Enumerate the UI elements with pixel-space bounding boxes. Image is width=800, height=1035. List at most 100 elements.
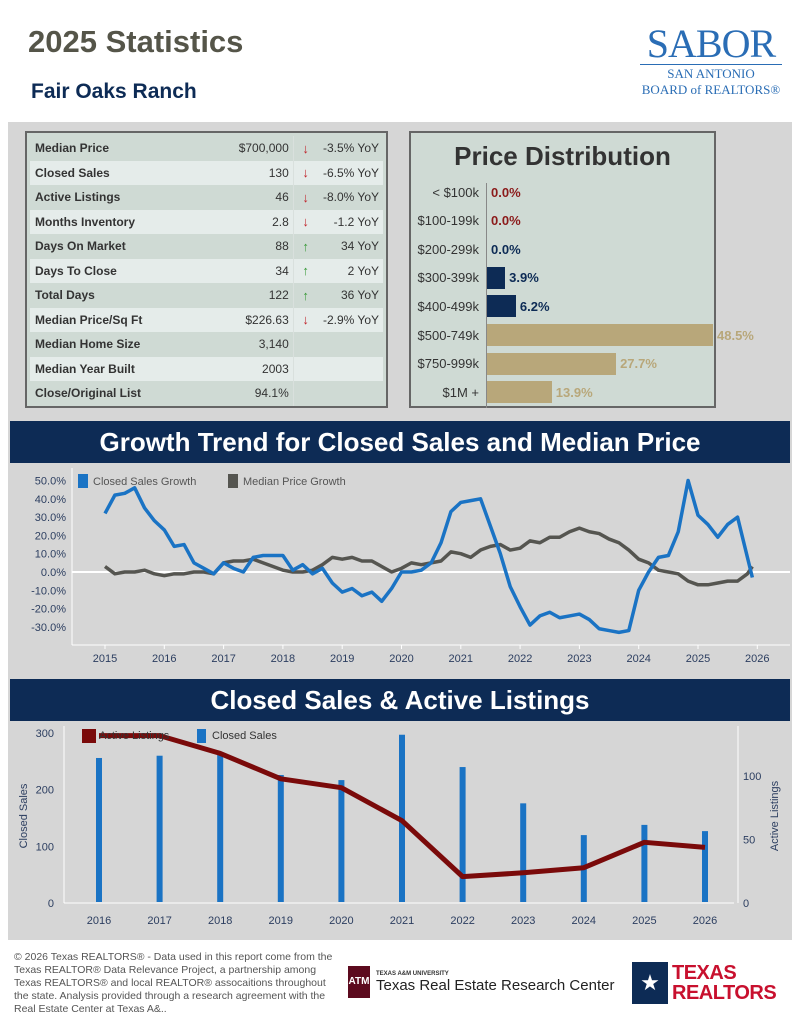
y-tick-label: -30.0% (31, 622, 66, 634)
x-tick-label: 2025 (686, 653, 710, 665)
distribution-label: $200-299k (417, 241, 479, 257)
legend-swatch (78, 474, 88, 488)
stat-value: 2.8 (199, 209, 294, 234)
tamu-main: Texas Real Estate Research Center (376, 976, 615, 994)
closed-sales-bar (96, 757, 102, 902)
stat-value: 3,140 (199, 332, 294, 357)
stat-label: Days To Close (35, 263, 117, 278)
closed-sales-bar (641, 824, 648, 902)
y-tick-label: 40.0% (35, 494, 66, 506)
y-tick-label: 0.0% (41, 567, 66, 579)
stat-label: Active Listings (35, 190, 121, 205)
arrow-down-icon: ↓ (302, 214, 309, 230)
stat-label: Months Inventory (35, 214, 136, 229)
logo-line2: BOARD of REALTORS® (641, 82, 781, 97)
star-icon: ★ (632, 962, 668, 1004)
arrow-down-icon: ↓ (302, 140, 309, 156)
y-axis-label: Closed Sales (18, 783, 30, 848)
distribution-value: 3.9% (509, 270, 539, 286)
y2-tick-label: 100 (743, 771, 761, 783)
distribution-bar (487, 266, 506, 289)
x-tick-label: 2020 (329, 915, 353, 927)
closed-sales-bar (156, 755, 163, 902)
x-tick-label: 2022 (450, 915, 474, 927)
stat-value: 88 (199, 234, 294, 259)
stat-row: Months Inventory 2.8 ↓ -1.2 YoY (30, 209, 383, 234)
x-tick-label: 2016 (152, 653, 176, 665)
distribution-bar (487, 324, 713, 346)
y2-tick-label: 50 (743, 835, 755, 847)
x-tick-label: 2016 (87, 915, 111, 927)
sales-listings-header: Closed Sales & Active Listings (10, 679, 790, 721)
arrow-down-icon: ↓ (302, 312, 309, 328)
distribution-bar (487, 352, 617, 375)
distribution-value: 48.5% (717, 327, 754, 343)
y-tick-label: 300 (36, 728, 54, 740)
stat-value: $226.63 (199, 307, 294, 332)
x-tick-label: 2019 (330, 653, 354, 665)
x-tick-label: 2019 (269, 915, 293, 927)
x-tick-label: 2020 (389, 653, 413, 665)
distribution-row: $750-999k 27.7% (411, 352, 657, 375)
arrow-down-icon: ↓ (302, 189, 309, 205)
distribution-label: < $100k (432, 184, 479, 200)
stat-label: Close/Original List (35, 386, 142, 401)
stat-value: 130 (199, 160, 294, 185)
x-tick-label: 2026 (745, 653, 769, 665)
distribution-value: 13.9% (555, 384, 593, 400)
sabor-logo: SABOR SAN ANTONIO BOARD of REALTORS® (636, 24, 786, 106)
distribution-value: 0.0% (491, 213, 521, 229)
x-tick-label: 2026 (693, 915, 717, 927)
x-tick-label: 2024 (572, 915, 596, 927)
stat-row: Median Home Size 3,140 (30, 332, 383, 357)
legend-label: Closed Sales (212, 730, 277, 742)
x-tick-label: 2021 (390, 915, 414, 927)
copyright-text: © 2026 Texas REALTORS® - Data used in th… (14, 951, 333, 1015)
distribution-bar (487, 381, 552, 404)
distribution-label: $300-399k (417, 270, 479, 286)
stat-value: 46 (199, 185, 294, 210)
arrow-up-icon: ↑ (302, 263, 309, 279)
distribution-label: $400-499k (417, 298, 479, 314)
closed-sales-bar (338, 780, 345, 902)
stat-label: Total Days (35, 288, 95, 303)
closed-sales-bar (459, 767, 466, 902)
distribution-value: 0.0% (491, 241, 521, 257)
y-tick-label: 10.0% (35, 549, 66, 561)
distribution-value: 6.2% (519, 298, 550, 314)
tamu-logo: ATM TEXAS A&M UNIVERSITY Texas Real Esta… (348, 966, 614, 998)
tr-line2: REALTORS (672, 982, 777, 1004)
growth-trend-chart: 50.0% 40.0% 30.0% 20.0% 10.0% 0.0% -10.0% -20.0… (31, 468, 790, 665)
logo-line1: SAN ANTONIO (640, 64, 782, 81)
stat-change: -2.9% YoY (322, 312, 379, 327)
stat-label: Closed Sales (35, 165, 110, 180)
stats-table: Median Price $700,000 ↓ -3.5% YoY Closed Sal… (25, 131, 388, 408)
closed-sales-bar (217, 754, 224, 902)
active-listings-line (99, 733, 706, 880)
stat-change: 34 YoY (340, 239, 379, 254)
stat-value: 122 (199, 283, 294, 308)
x-tick-label: 2022 (508, 653, 532, 665)
x-tick-label: 2017 (147, 915, 171, 927)
tamu-mark: ATM (348, 966, 370, 998)
distribution-row: $400-499k 6.2% (411, 295, 550, 318)
stat-row: Median Year Built 2003 (30, 356, 383, 381)
tamu-small: TEXAS A&M UNIVERSITY (376, 970, 449, 977)
distribution-row: $500-749k 48.5% (411, 324, 754, 346)
stat-value: 34 (199, 258, 294, 283)
arrow-up-icon: ↑ (302, 287, 309, 303)
stat-change: -3.5% YoY (322, 141, 379, 156)
stat-value: 2003 (199, 356, 294, 381)
stat-label: Median Home Size (35, 337, 141, 352)
page-title: 2025 Statistics (28, 24, 244, 59)
stat-row: Active Listings 46 ↓ -8.0% YoY (30, 185, 383, 210)
y-tick-label: -20.0% (31, 604, 66, 616)
distribution-row: < $100k 0.0% (411, 181, 520, 203)
legend-swatch (228, 474, 238, 488)
stat-row: Closed Sales 130 ↓ -6.5% YoY (30, 160, 383, 185)
legend-swatch (197, 729, 206, 743)
y-tick-label: 50.0% (35, 476, 66, 488)
y-tick-label: 0 (48, 898, 54, 910)
y-tick-label: 200 (36, 785, 54, 797)
y-tick-label: 30.0% (35, 512, 66, 524)
